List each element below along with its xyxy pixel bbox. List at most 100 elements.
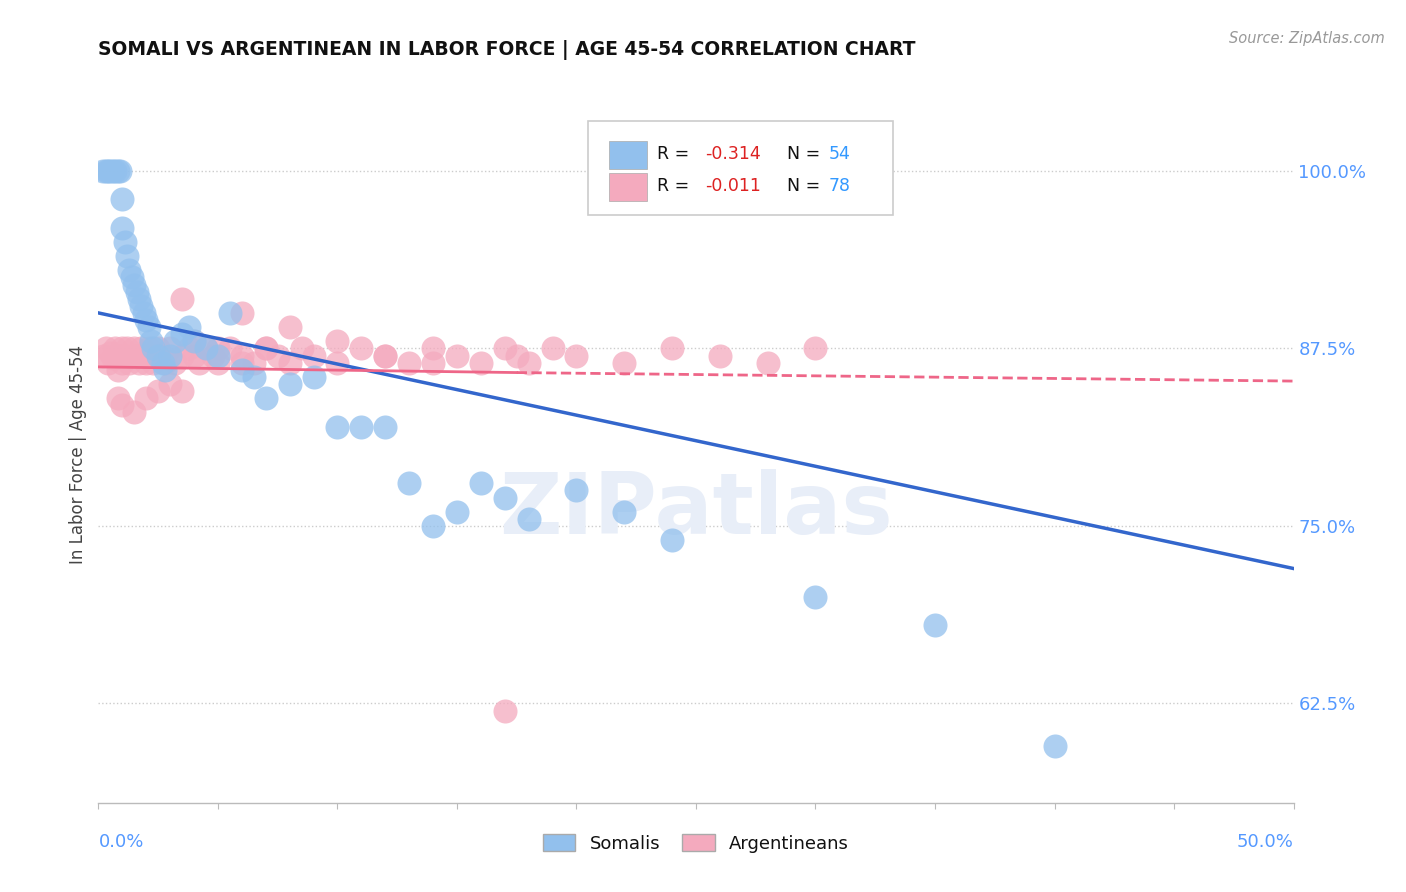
- Point: [254, 342, 277, 356]
- Point: [163, 334, 186, 349]
- Point: [148, 342, 170, 356]
- Text: Source: ZipAtlas.com: Source: ZipAtlas.com: [1229, 31, 1385, 46]
- Point: [142, 342, 165, 356]
- Point: [94, 164, 117, 178]
- Point: [98, 345, 122, 359]
- Point: [422, 356, 444, 370]
- Point: [470, 356, 492, 370]
- Point: [97, 356, 120, 370]
- Point: [125, 349, 148, 363]
- Point: [125, 285, 148, 299]
- Point: [155, 362, 177, 376]
- Point: [139, 334, 162, 349]
- Point: [278, 376, 301, 391]
- Text: -0.314: -0.314: [706, 145, 761, 162]
- Point: [107, 391, 129, 405]
- Point: [108, 349, 131, 363]
- Point: [152, 356, 174, 370]
- Text: -0.011: -0.011: [706, 177, 762, 194]
- Point: [104, 164, 127, 178]
- Point: [243, 356, 266, 370]
- Point: [207, 356, 229, 370]
- Point: [398, 476, 420, 491]
- Point: [231, 306, 253, 320]
- Legend: Somalis, Argentineans: Somalis, Argentineans: [536, 827, 856, 860]
- Point: [278, 320, 301, 334]
- Point: [121, 270, 143, 285]
- Point: [541, 342, 564, 356]
- Text: SOMALI VS ARGENTINEAN IN LABOR FORCE | AGE 45-54 CORRELATION CHART: SOMALI VS ARGENTINEAN IN LABOR FORCE | A…: [98, 40, 915, 60]
- Point: [124, 277, 146, 292]
- Text: 54: 54: [828, 145, 851, 162]
- Point: [121, 349, 143, 363]
- Point: [422, 519, 444, 533]
- Point: [374, 349, 396, 363]
- Point: [135, 313, 157, 327]
- Point: [104, 342, 127, 356]
- Point: [494, 704, 516, 718]
- Point: [374, 349, 396, 363]
- Point: [159, 342, 181, 356]
- Point: [302, 349, 325, 363]
- Point: [374, 419, 396, 434]
- Text: ZIPatlas: ZIPatlas: [499, 469, 893, 552]
- Point: [111, 398, 134, 412]
- Point: [219, 342, 242, 356]
- Point: [131, 342, 153, 356]
- Point: [115, 249, 138, 263]
- Point: [101, 164, 124, 178]
- Point: [195, 342, 218, 356]
- Point: [179, 320, 201, 334]
- Text: 50.0%: 50.0%: [1237, 833, 1294, 851]
- FancyBboxPatch shape: [589, 121, 893, 215]
- Point: [118, 263, 141, 277]
- Point: [470, 476, 492, 491]
- Point: [172, 349, 194, 363]
- FancyBboxPatch shape: [609, 173, 647, 201]
- Text: R =: R =: [657, 145, 695, 162]
- Point: [114, 235, 136, 249]
- Point: [111, 220, 134, 235]
- Point: [152, 349, 174, 363]
- Point: [231, 349, 253, 363]
- Point: [159, 376, 181, 391]
- Point: [135, 356, 157, 370]
- Point: [138, 320, 160, 334]
- Point: [148, 384, 170, 398]
- Point: [124, 342, 146, 356]
- Point: [179, 342, 201, 356]
- Point: [207, 342, 229, 356]
- Point: [135, 391, 157, 405]
- Point: [613, 356, 636, 370]
- Point: [494, 342, 516, 356]
- Point: [231, 356, 253, 370]
- Point: [254, 391, 277, 405]
- Text: R =: R =: [657, 177, 695, 194]
- Point: [138, 342, 160, 356]
- Point: [326, 419, 349, 434]
- Point: [183, 334, 205, 349]
- Point: [278, 356, 301, 370]
- Point: [98, 164, 122, 178]
- Point: [565, 483, 588, 498]
- Point: [202, 349, 225, 363]
- Point: [131, 299, 153, 313]
- Point: [195, 342, 218, 356]
- Point: [114, 349, 136, 363]
- Point: [148, 349, 170, 363]
- Point: [172, 292, 194, 306]
- Point: [613, 505, 636, 519]
- Point: [219, 306, 242, 320]
- Point: [101, 351, 124, 366]
- Point: [139, 349, 162, 363]
- Point: [398, 356, 420, 370]
- Point: [107, 362, 129, 376]
- Point: [517, 512, 540, 526]
- Point: [924, 618, 946, 632]
- Point: [128, 356, 150, 370]
- Text: 78: 78: [828, 177, 851, 194]
- Point: [108, 164, 131, 178]
- Point: [183, 349, 205, 363]
- Point: [155, 356, 177, 370]
- Point: [517, 356, 540, 370]
